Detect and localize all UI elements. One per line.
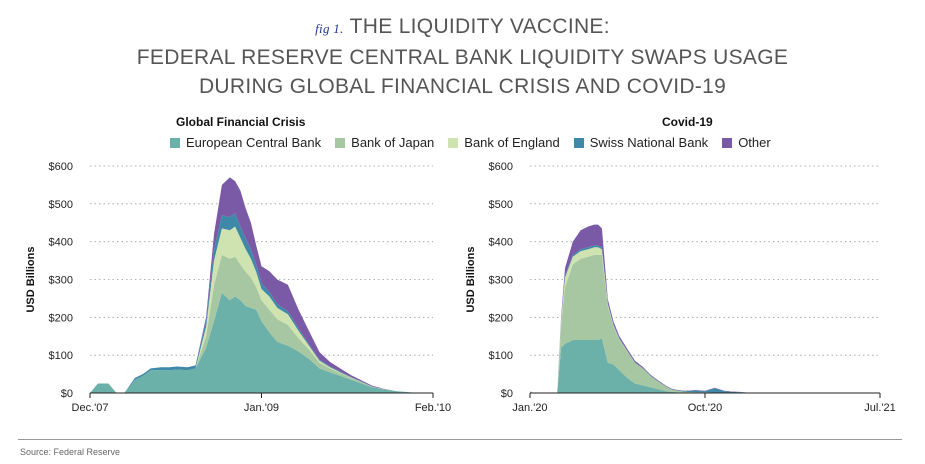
legend-item-ecb: European Central Bank: [170, 135, 321, 150]
legend-item-boj: Bank of Japan: [335, 135, 434, 150]
figure-title-text-1: THE LIQUIDITY VACCINE:: [349, 15, 610, 38]
gfc-xtick-label: Jan.'09: [244, 402, 279, 414]
gfc-xtick-label: Feb.'10: [415, 402, 451, 414]
gfc-ytick-label: $600: [49, 161, 73, 173]
legend-item-snb: Swiss National Bank: [573, 135, 709, 150]
figure-title-block: fig 1. THE LIQUIDITY VACCINE: FEDERAL RES…: [0, 12, 925, 101]
covid-ytick-label: $300: [489, 275, 513, 287]
legend-swatch-snb: [573, 137, 584, 148]
legend: European Central Bank Bank of Japan Bank…: [170, 135, 771, 150]
gfc-ytick-label: $300: [49, 275, 73, 287]
covid-xtick-label: Jan.'20: [512, 402, 547, 414]
gfc-area-european-central-bank: [90, 292, 423, 393]
figure-tag: fig 1.: [315, 21, 344, 36]
legend-label-boj: Bank of Japan: [351, 135, 435, 150]
gfc-ytick-label: $100: [49, 350, 73, 362]
covid-ytick-label: $400: [489, 237, 513, 249]
legend-label-other: Other: [738, 135, 771, 150]
figure-title-line-2: FEDERAL RESERVE CENTRAL BANK LIQUIDITY S…: [136, 46, 789, 69]
figure-title-line-3: DURING GLOBAL FINANCIAL CRISIS AND COVID…: [198, 75, 727, 98]
legend-label-snb: Swiss National Bank: [589, 135, 709, 150]
covid-ylabel: USD Billions: [465, 246, 477, 312]
covid-ytick-label: $200: [489, 312, 513, 324]
gfc-ytick-label: $400: [49, 237, 73, 249]
covid-ytick-label: $500: [489, 199, 513, 211]
covid-xtick-label: Jul.'21: [864, 402, 895, 414]
source-divider: [18, 439, 902, 440]
gfc-xtick-label: Dec.'07: [72, 402, 109, 414]
gfc-panel-title: Global Financial Crisis: [176, 115, 306, 129]
legend-swatch-boe: [448, 137, 459, 148]
covid-area-bank-of-japan: [530, 254, 880, 393]
covid-panel-title: Covid-19: [662, 115, 713, 129]
covid-xtick-label: Oct.'20: [688, 402, 723, 414]
covid-ytick-label: $100: [489, 350, 513, 362]
gfc-ylabel: USD Billions: [25, 246, 37, 312]
legend-label-boe: Bank of England: [464, 135, 560, 150]
covid-area-european-central-bank: [530, 338, 880, 393]
source-note: Source: Federal Reserve: [20, 447, 121, 457]
legend-swatch-boj: [335, 137, 346, 148]
gfc-ytick-label: $200: [49, 312, 73, 324]
gfc-ytick-label: $500: [49, 199, 73, 211]
legend-item-other: Other: [722, 135, 771, 150]
legend-swatch-other: [722, 137, 733, 148]
gfc-ytick-label: $0: [61, 388, 73, 400]
legend-label-ecb: European Central Bank: [186, 135, 322, 150]
legend-item-boe: Bank of England: [448, 135, 560, 150]
figure-title-line-1: fig 1. THE LIQUIDITY VACCINE:: [0, 12, 925, 43]
legend-swatch-ecb: [170, 137, 180, 148]
covid-ytick-label: $600: [489, 161, 513, 173]
covid-ytick-label: $0: [501, 388, 513, 400]
